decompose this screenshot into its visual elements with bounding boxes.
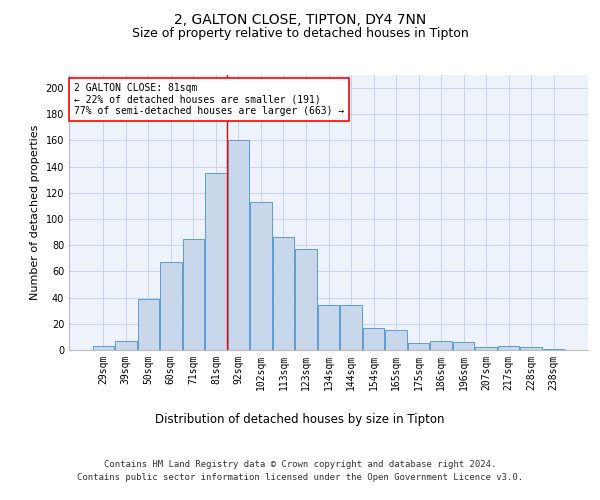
Bar: [137, 299, 159, 350]
Bar: [205, 173, 227, 350]
Text: Contains HM Land Registry data © Crown copyright and database right 2024.: Contains HM Land Registry data © Crown c…: [104, 460, 496, 469]
Text: Size of property relative to detached houses in Tipton: Size of property relative to detached ho…: [131, 28, 469, 40]
Bar: [228, 140, 249, 350]
Bar: [160, 262, 182, 350]
Bar: [182, 238, 204, 350]
Bar: [363, 328, 384, 350]
Bar: [115, 341, 137, 350]
Text: Distribution of detached houses by size in Tipton: Distribution of detached houses by size …: [155, 412, 445, 426]
Text: 2 GALTON CLOSE: 81sqm
← 22% of detached houses are smaller (191)
77% of semi-det: 2 GALTON CLOSE: 81sqm ← 22% of detached …: [74, 83, 344, 116]
Y-axis label: Number of detached properties: Number of detached properties: [30, 125, 40, 300]
Bar: [318, 306, 339, 350]
Bar: [498, 346, 520, 350]
Bar: [430, 341, 452, 350]
Bar: [92, 346, 114, 350]
Bar: [453, 342, 475, 350]
Bar: [295, 249, 317, 350]
Bar: [385, 330, 407, 350]
Bar: [340, 306, 362, 350]
Bar: [273, 238, 294, 350]
Text: 2, GALTON CLOSE, TIPTON, DY4 7NN: 2, GALTON CLOSE, TIPTON, DY4 7NN: [174, 12, 426, 26]
Bar: [520, 348, 542, 350]
Bar: [250, 202, 272, 350]
Text: Contains public sector information licensed under the Open Government Licence v3: Contains public sector information licen…: [77, 472, 523, 482]
Bar: [543, 348, 565, 350]
Bar: [408, 344, 429, 350]
Bar: [475, 348, 497, 350]
